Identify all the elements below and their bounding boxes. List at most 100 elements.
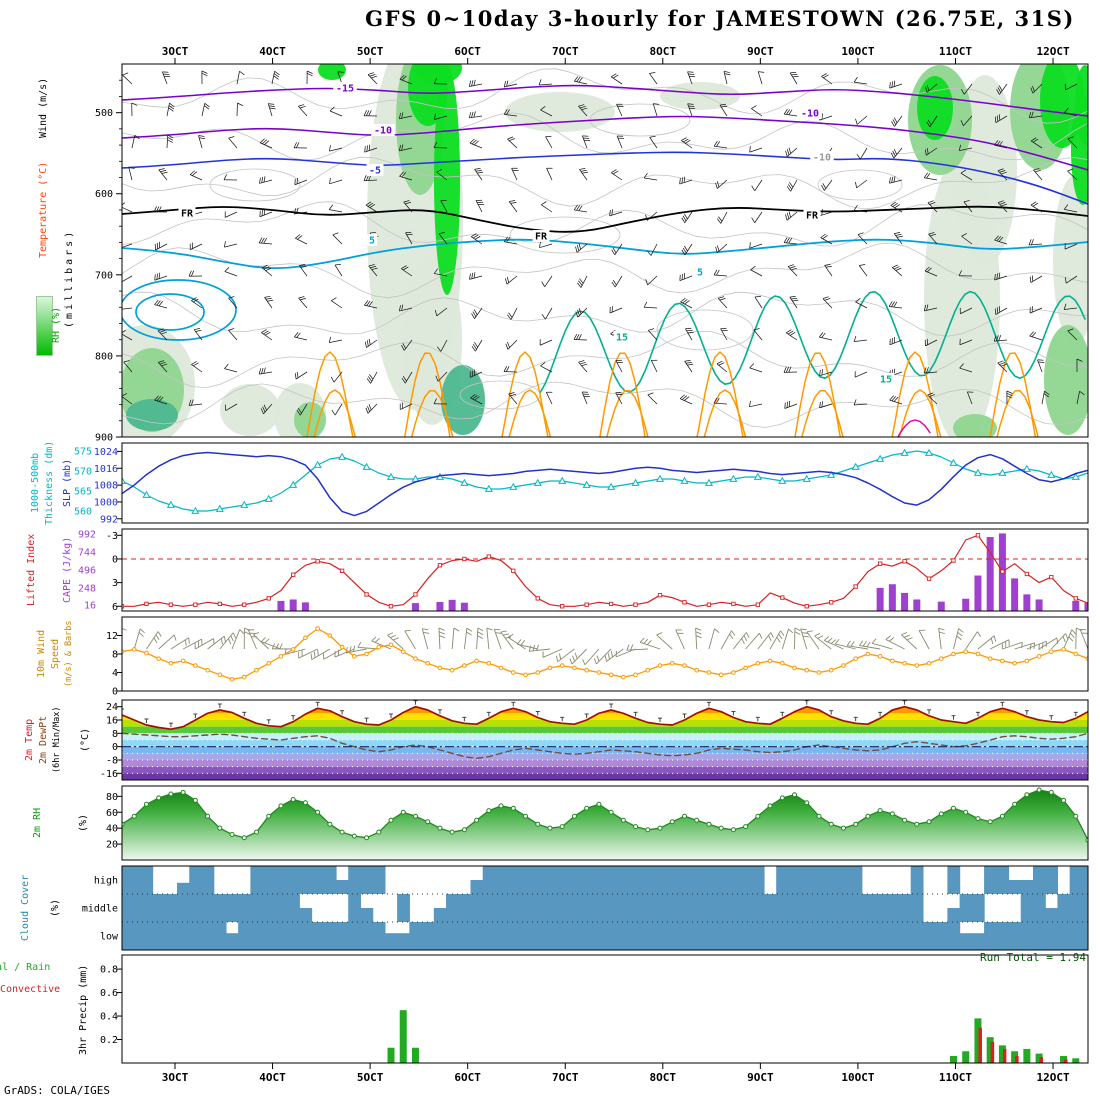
- svg-text:0.8: 0.8: [100, 965, 118, 976]
- svg-text:744: 744: [78, 548, 96, 559]
- panel-wind10m: [122, 626, 1088, 682]
- svg-text:4OCT: 4OCT: [259, 1071, 286, 1084]
- rh-colorbar-legend: [36, 296, 53, 356]
- svg-text:15: 15: [616, 333, 628, 344]
- svg-text:800: 800: [95, 351, 113, 362]
- rh2m-axis: 80 60 40 20: [106, 792, 122, 851]
- dewpt2m-axis-label: 2m DewPt: [38, 715, 49, 765]
- bottom-day-axis: 3OCT 4OCT 5OCT 6OCT 7OCT 8OCT 9OCT 10OCT 11OCT 12…: [162, 1063, 1070, 1084]
- svg-text:10OCT: 10OCT: [841, 45, 874, 58]
- svg-text:500: 500: [95, 108, 113, 119]
- svg-text:496: 496: [78, 566, 96, 577]
- panel-rh2m: [122, 787, 1088, 860]
- panel-slp-thickness: [122, 448, 1088, 517]
- svg-text:16: 16: [106, 716, 118, 727]
- wind10m-axis-label-line3: (m/s) & Barbs: [64, 620, 74, 688]
- minmax-axis-label: (6hr Min/Max): [52, 706, 62, 774]
- svg-text:4OCT: 4OCT: [259, 45, 286, 58]
- svg-text:5: 5: [697, 268, 703, 279]
- svg-text:9OCT: 9OCT: [747, 45, 774, 58]
- svg-text:3: 3: [112, 578, 118, 589]
- svg-text:700: 700: [95, 270, 113, 281]
- svg-text:low: low: [100, 932, 119, 943]
- svg-text:40: 40: [106, 824, 118, 835]
- upper-air-wind-axis-label: Wind (m/s): [38, 77, 49, 139]
- thickness-axis-label-line2: Thickness (dm): [44, 440, 55, 526]
- svg-text:992: 992: [100, 514, 118, 525]
- svg-text:3OCT: 3OCT: [162, 1071, 189, 1084]
- svg-text:6OCT: 6OCT: [454, 45, 481, 58]
- svg-text:1008: 1008: [94, 481, 118, 492]
- cloud-axis: high middle low: [82, 876, 119, 943]
- svg-text:-10: -10: [374, 126, 392, 137]
- svg-text:24: 24: [106, 702, 118, 713]
- svg-text:0.4: 0.4: [100, 1012, 118, 1023]
- svg-text:600: 600: [95, 189, 113, 200]
- svg-text:8: 8: [112, 729, 118, 740]
- page-title: GFS 0~10day 3-hourly for JAMESTOWN (26.7…: [365, 6, 1075, 31]
- wind10m-axis-label-line2: Speed: [50, 638, 61, 670]
- upper-air-rh-axis-label: RH (%): [51, 306, 62, 344]
- svg-text:15: 15: [880, 375, 892, 386]
- svg-text:560: 560: [74, 507, 92, 518]
- svg-text:16: 16: [84, 600, 96, 611]
- total-rain-legend-label: Total / Rain: [0, 962, 51, 973]
- wind10m-axis-label-line1: 10m Wind: [36, 629, 47, 679]
- slp-thickness-axis: 1024 1016 1008 1000 992 575 570 565 560: [74, 447, 122, 525]
- svg-text:0: 0: [112, 554, 118, 565]
- svg-text:5OCT: 5OCT: [357, 45, 384, 58]
- svg-text:4: 4: [112, 668, 118, 679]
- svg-text:0: 0: [112, 742, 118, 753]
- temp2m-axis-label: 2m Temp: [24, 718, 35, 762]
- svg-text:12OCT: 12OCT: [1036, 45, 1069, 58]
- svg-text:7OCT: 7OCT: [552, 45, 579, 58]
- svg-text:80: 80: [106, 792, 118, 803]
- svg-text:5: 5: [369, 236, 375, 247]
- svg-text:570: 570: [74, 467, 92, 478]
- svg-text:11OCT: 11OCT: [939, 1071, 972, 1084]
- svg-text:12: 12: [106, 631, 118, 642]
- cloud-unit-label: (%): [50, 898, 61, 918]
- svg-text:6OCT: 6OCT: [454, 1071, 481, 1084]
- panel-upper-air: -15 -10 -10 -10 -5 FR FR FR 5 5 15 15: [122, 64, 1088, 437]
- precip-axis-label: 3hr Precip (mm): [78, 964, 89, 1056]
- svg-text:1024: 1024: [94, 447, 118, 458]
- lifted-index-axis-label: Lifted Index: [26, 533, 37, 607]
- svg-text:6: 6: [112, 602, 118, 613]
- svg-text:FR: FR: [535, 232, 548, 243]
- svg-text:middle: middle: [82, 904, 118, 915]
- svg-text:9OCT: 9OCT: [747, 1071, 774, 1084]
- panel-li-cape: [122, 533, 1088, 611]
- svg-text:-10: -10: [801, 109, 819, 120]
- panel-cloud-cover: [122, 866, 1088, 950]
- rh2m-axis-label: 2m RH: [32, 807, 43, 839]
- upper-air-pressure-axis-label: (millibars): [64, 228, 75, 328]
- svg-text:60: 60: [106, 808, 118, 819]
- svg-text:3OCT: 3OCT: [162, 45, 189, 58]
- svg-text:8OCT: 8OCT: [650, 45, 677, 58]
- svg-text:8OCT: 8OCT: [650, 1071, 677, 1084]
- svg-text:0.6: 0.6: [100, 988, 118, 999]
- svg-text:992: 992: [78, 530, 96, 541]
- svg-text:FR: FR: [181, 209, 194, 220]
- upper-air-temperature-axis-label: Temperature (°C): [38, 161, 49, 259]
- grads-credit: GrADS: COLA/IGES: [4, 1084, 110, 1097]
- svg-text:8: 8: [112, 650, 118, 661]
- svg-text:11OCT: 11OCT: [939, 45, 972, 58]
- svg-text:-3: -3: [106, 531, 118, 542]
- top-day-axis: 3OCT 4OCT 5OCT 6OCT 7OCT 8OCT 9OCT 10OCT 11OCT 12…: [162, 45, 1070, 64]
- svg-text:565: 565: [74, 487, 92, 498]
- thickness-axis-label-line1: 1000-500mb: [30, 452, 41, 514]
- svg-text:12OCT: 12OCT: [1036, 1071, 1069, 1084]
- svg-text:1016: 1016: [94, 464, 118, 475]
- svg-text:1000: 1000: [94, 497, 118, 508]
- run-total-label: Run Total = 1.94: [980, 951, 1086, 964]
- svg-text:7OCT: 7OCT: [552, 1071, 579, 1084]
- svg-text:-10: -10: [813, 153, 831, 164]
- upper-air-axis: 500 600 700 800 900: [95, 79, 122, 444]
- precip-axis: 0.8 0.6 0.4 0.2: [100, 965, 122, 1046]
- cloud-cover-axis-label: Cloud Cover: [20, 874, 31, 942]
- svg-text:high: high: [94, 876, 118, 887]
